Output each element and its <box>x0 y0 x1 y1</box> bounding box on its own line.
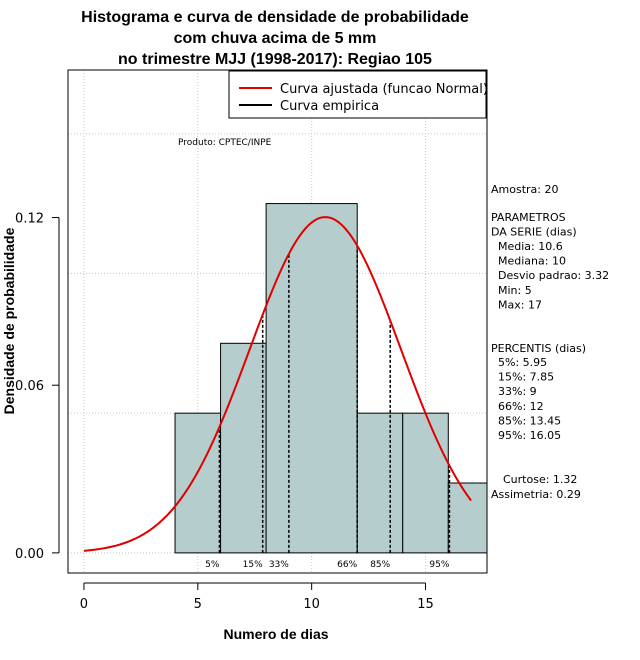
stat-parametro: Media: 10.6 <box>498 240 563 253</box>
grid-lines <box>68 70 487 573</box>
x-tick-label: 0 <box>80 597 88 612</box>
histogram-bar <box>220 342 267 554</box>
stat-parametros-header-1: PARAMETROS <box>491 211 566 224</box>
percentile-label-85: 85% <box>370 560 390 570</box>
normal-curve <box>83 216 472 552</box>
histogram-bar <box>356 412 404 554</box>
stat-percentil: 5%: 5.95 <box>498 356 547 369</box>
percentile-label-15: 15% <box>243 560 263 570</box>
stat-percentis-header: PERCENTIS (dias) <box>491 342 586 355</box>
histogram-bars <box>174 203 488 554</box>
stat-parametro: Mediana: 10 <box>498 255 566 268</box>
title-line-1: Histograma e curva de densidade de proba… <box>81 9 469 26</box>
stat-percentil: 85%: 13.45 <box>498 414 561 427</box>
chart-title: Histograma e curva de densidade de proba… <box>81 9 469 68</box>
stat-amostra: Amostra: 20 <box>491 183 558 196</box>
stat-parametros-header-2: DA SERIE (dias) <box>491 226 577 239</box>
histogram-bar <box>447 482 488 554</box>
percentile-label-33: 33% <box>269 560 289 570</box>
stat-parametro: Desvio padrao: 3.32 <box>498 269 609 282</box>
x-tick-label: 5 <box>194 597 202 612</box>
legend-box <box>228 70 487 119</box>
title-line-2: com chuva acima de 5 mm <box>174 30 377 47</box>
plot-frame <box>67 69 488 574</box>
y-axis-title: Densidade de probabilidade <box>1 227 17 414</box>
normal-curve-line <box>83 216 472 552</box>
y-tick-label: 0.00 <box>15 547 44 562</box>
stat-parametro: Min: 5 <box>498 284 532 297</box>
stat-percentil: 33%: 9 <box>498 385 537 398</box>
title-line-3: no trimestre MJJ (1998-2017): Regiao 105 <box>118 51 432 68</box>
x-axis-title: Numero de dias <box>223 626 328 642</box>
percentile-label-66: 66% <box>337 560 357 570</box>
stat-parametro: Max: 17 <box>498 298 542 311</box>
percentile-label-5: 5% <box>205 560 220 570</box>
y-tick-label: 0.06 <box>15 379 44 394</box>
percentile-label-95: 95% <box>429 560 449 570</box>
histogram-bar <box>265 203 358 554</box>
stat-curtose: Curtose: 1.32 <box>503 473 577 486</box>
credit-text: Produto: CPTEC/INPE <box>178 138 272 148</box>
stat-percentil: 95%: 16.05 <box>498 429 561 442</box>
stat-assimetria: Assimetria: 0.29 <box>491 488 581 501</box>
x-tick-label: 15 <box>417 597 434 612</box>
axes: 0 5 10 15 0.00 0.06 0.12 <box>15 212 434 612</box>
x-tick-label: 10 <box>303 597 320 612</box>
histogram-bar <box>174 412 222 554</box>
histogram-bar <box>402 412 449 554</box>
stat-percentil: 15%: 7.85 <box>498 371 554 384</box>
percentile-lines: 5% 15% 33% 66% 85% 95% <box>205 245 451 570</box>
legend-label-1: Curva ajustada (funcao Normal) <box>280 82 488 97</box>
y-tick-label: 0.12 <box>15 212 44 227</box>
legend-label-2: Curva empirica <box>280 99 379 114</box>
legend: Curva ajustada (funcao Normal) Curva empi… <box>228 70 488 119</box>
stat-percentil: 66%: 12 <box>498 400 544 413</box>
